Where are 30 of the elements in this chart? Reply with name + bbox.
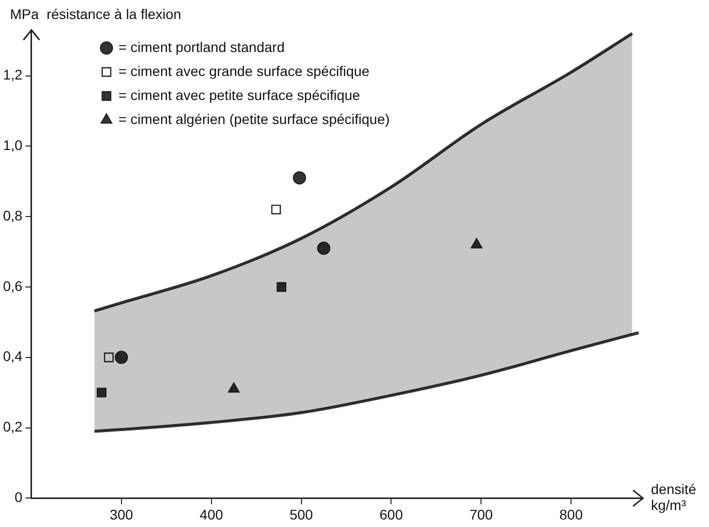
x-tick-label: 500	[290, 506, 314, 522]
point	[292, 171, 306, 184]
x-axis-title: densité kg/m³	[651, 481, 696, 514]
line-series	[92, 32, 634, 312]
y-tick-label: 0	[14, 489, 23, 506]
y-tick-label: 0,6	[2, 278, 23, 294]
point	[228, 382, 240, 393]
x-tick-label: 300	[110, 506, 134, 522]
legend-label: = ciment avec petite surface spécifique	[118, 86, 360, 103]
x-tick-label: 700	[469, 506, 494, 522]
point	[96, 388, 106, 398]
point	[276, 282, 286, 292]
x-tick-label: 800	[559, 506, 583, 522]
point	[271, 204, 281, 214]
point	[470, 238, 482, 248]
x-tick-label: 400	[200, 506, 224, 522]
y-tick-label: 0,2	[2, 418, 23, 435]
y-tick-label: 0,8	[2, 207, 23, 224]
line-series	[92, 331, 640, 433]
y-axis-title: MPa résistance à la flexion	[10, 6, 182, 22]
legend-label: = ciment portland standard	[118, 38, 285, 55]
point	[317, 242, 330, 255]
y-tick-label: 0,4	[2, 348, 23, 364]
point	[104, 352, 114, 362]
point	[114, 350, 128, 364]
legend-label: = ciment avec grande surface spécifique	[118, 62, 370, 79]
x-tick-label: 600	[380, 506, 404, 522]
y-tick-label: 1,2	[2, 66, 23, 83]
legend-label: = ciment algérien (petite surface spécifique)	[118, 110, 390, 127]
y-tick-label: 1,0	[2, 137, 23, 154]
